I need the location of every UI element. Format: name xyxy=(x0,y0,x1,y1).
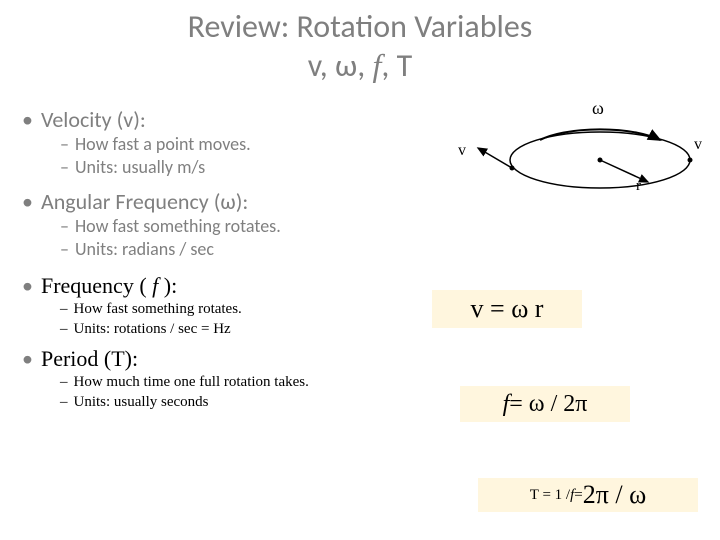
equation-T: T = 1 / f = 2π / ω xyxy=(478,478,698,512)
v-right-dot xyxy=(688,158,693,163)
title-line2b: , T xyxy=(381,46,412,85)
r-label: r xyxy=(636,178,641,195)
period-heading: •Period (T): xyxy=(22,345,720,372)
bullet-dot: • xyxy=(22,106,33,133)
rotation-diagram: ω v v r xyxy=(440,100,700,230)
angfreq-sub2: –Units: radians / sec xyxy=(60,238,720,261)
title-line2a: v, ω, xyxy=(308,46,373,85)
equation-f: f = ω / 2π xyxy=(460,386,630,422)
frequency-sub2: –Units: rotations / sec = Hz xyxy=(60,319,720,339)
v-right-label: v xyxy=(694,136,702,154)
v-left-arrow xyxy=(478,148,512,168)
frequency-sub1: –How fast something rotates. xyxy=(60,299,720,319)
bullet-dot: • xyxy=(22,188,33,215)
slide-title: Review: Rotation Variables v, ω, f, T xyxy=(0,0,720,86)
v-left-dot xyxy=(510,166,515,171)
bullet-dot: • xyxy=(22,272,33,299)
equation-v: v = ω r xyxy=(432,290,582,328)
frequency-heading: •Frequency ( f ): xyxy=(22,272,720,299)
omega-label: ω xyxy=(592,98,604,119)
bullet-dot: • xyxy=(22,345,33,372)
omega-arc xyxy=(540,129,660,140)
v-left-label: v xyxy=(458,142,466,160)
diagram-svg xyxy=(440,100,700,240)
velocity-label: Velocity (v): xyxy=(41,106,146,133)
title-line1: Review: Rotation Variables xyxy=(188,7,533,46)
